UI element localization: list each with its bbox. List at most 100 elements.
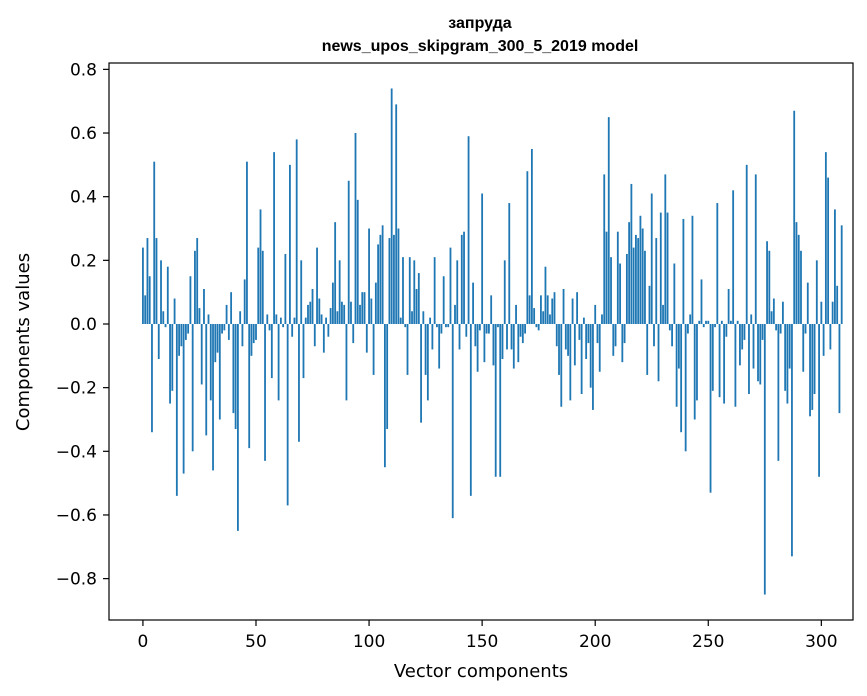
bar-91 [347, 180, 350, 324]
bar-257 [723, 323, 726, 404]
bar-243 [691, 215, 694, 324]
bar-231 [664, 174, 667, 324]
bar-5 [153, 161, 156, 324]
bar-165 [515, 304, 517, 324]
bar-145 [469, 323, 472, 496]
bar-58 [273, 152, 275, 324]
bar-279 [772, 298, 775, 324]
bar-82 [327, 323, 330, 337]
bar-103 [374, 282, 377, 324]
bar-292 [802, 323, 805, 372]
bar-223 [646, 323, 649, 375]
bar-86 [336, 311, 339, 324]
bar-282 [779, 323, 782, 334]
bar-164 [512, 323, 515, 369]
bar-250 [707, 320, 710, 324]
bar-163 [510, 323, 513, 350]
bar-178 [544, 266, 547, 324]
bar-237 [677, 323, 680, 369]
bar-23 [194, 250, 196, 324]
plot-frame [108, 62, 854, 621]
bar-293 [804, 323, 807, 334]
bar-114 [399, 317, 402, 324]
x-axis-label: Vector components [394, 661, 568, 682]
bar-286 [788, 323, 791, 369]
bar-123 [420, 323, 422, 423]
bar-107 [383, 323, 386, 468]
bar-232 [666, 212, 669, 324]
bar-274 [761, 323, 764, 340]
bar-283 [781, 301, 784, 324]
bar-200 [594, 304, 597, 324]
y-tick-label: −0.8 [56, 570, 97, 590]
bar-174 [535, 323, 538, 328]
bar-144 [467, 136, 470, 324]
bar-8 [160, 260, 162, 324]
bar-298 [815, 260, 818, 324]
bar-191 [573, 323, 576, 366]
bar-65 [289, 164, 291, 324]
bar-299 [818, 323, 820, 477]
bar-240 [684, 323, 687, 452]
bar-83 [329, 308, 332, 324]
bar-244 [693, 323, 696, 420]
bar-303 [827, 177, 830, 324]
bar-104 [377, 244, 380, 324]
bar-76 [313, 323, 316, 347]
bar-270 [752, 323, 755, 369]
bar-206 [607, 117, 610, 324]
bar-73 [307, 304, 309, 324]
y-axis-ticks: −0.8 −0.6 −0.4 −0.2 0.0 0.2 0.4 0.6 0.8 [56, 60, 109, 590]
bar-268 [748, 323, 750, 395]
bar-96 [359, 304, 361, 324]
bar-255 [718, 323, 721, 398]
bar-87 [338, 260, 341, 324]
bar-247 [700, 279, 703, 324]
bar-192 [576, 292, 579, 324]
bar-71 [302, 323, 305, 379]
bar-28 [205, 323, 208, 436]
bar-33 [216, 323, 219, 353]
bar-15 [175, 323, 178, 496]
bar-93 [352, 323, 355, 344]
x-tick-label: 300 [805, 632, 837, 652]
y-tick-label: 0.2 [70, 251, 97, 271]
bar-154 [490, 295, 493, 324]
bar-220 [639, 215, 642, 324]
bar-98 [363, 292, 366, 324]
bar-13 [171, 323, 174, 391]
bar-24 [196, 238, 199, 324]
bar-49 [252, 323, 255, 344]
bar-52 [259, 209, 262, 324]
x-tick-label: 0 [138, 632, 149, 652]
bar-25 [198, 308, 201, 324]
bar-194 [580, 323, 583, 395]
bar-75 [311, 288, 314, 324]
bar-162 [508, 203, 511, 324]
bar-284 [784, 323, 787, 391]
bar-34 [218, 323, 221, 420]
bar-203 [601, 314, 603, 324]
bar-205 [605, 231, 608, 324]
bar-272 [757, 323, 759, 382]
bar-177 [542, 311, 545, 324]
bar-150 [481, 193, 484, 324]
bar-301 [822, 323, 825, 356]
bar-258 [725, 323, 728, 337]
bar-141 [460, 234, 463, 324]
bar-166 [517, 323, 520, 363]
bar-14 [173, 298, 176, 324]
bar-306 [834, 209, 836, 324]
bar-133 [442, 276, 445, 324]
bar-156 [494, 323, 497, 477]
bar-68 [295, 139, 298, 324]
bar-16 [178, 323, 181, 356]
bar-171 [528, 295, 531, 324]
y-tick-label: −0.4 [56, 442, 97, 462]
bar-229 [659, 212, 662, 324]
bar-198 [589, 323, 592, 388]
bar-151 [483, 323, 486, 363]
bar-1 [144, 295, 147, 324]
bar-47 [248, 323, 251, 449]
